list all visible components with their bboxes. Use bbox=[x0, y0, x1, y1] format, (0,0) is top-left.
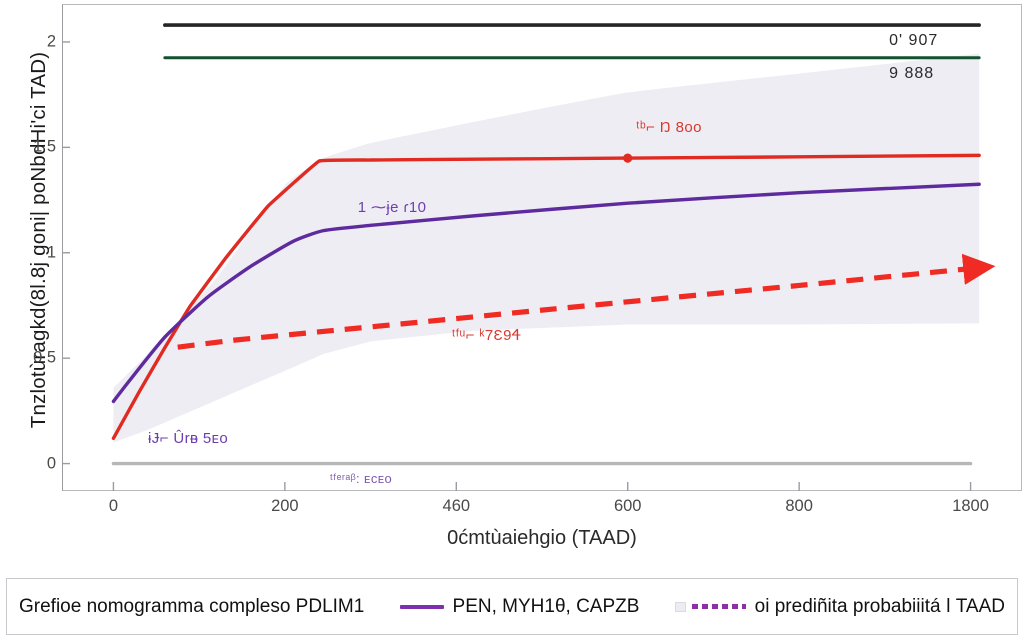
legend-item-predicted[interactable]: ᴏi prediñita probabiiitá ǀ TAAD bbox=[674, 595, 1005, 618]
x-axis-tick-labels: 0 200 460 600 800 1800 bbox=[0, 497, 1024, 527]
legend-title-label: Grefioe nomogramma compleso PDLIM1 bbox=[19, 595, 365, 617]
x-tick-label: 600 bbox=[613, 497, 642, 515]
plot-area bbox=[62, 4, 1022, 491]
legend-predicted-swatch-group bbox=[674, 601, 746, 612]
purple-origin-label: ɨɈ⌐ Ûrᴃ 5ᴇᴏ bbox=[148, 430, 229, 447]
legend-item-title[interactable]: Grefioe nomogramma compleso PDLIM1 bbox=[19, 596, 364, 618]
x-tick-label: 460 bbox=[442, 497, 471, 515]
series-value-label-purple-solid: 1 ⁓ɉe ɾ10 bbox=[357, 199, 427, 217]
y-axis-label: Tnzlotùragkd(8l.8j goni| poNbdHi'ci TAD) bbox=[27, 51, 50, 429]
y-tick-label: 1 5 bbox=[33, 137, 56, 156]
series-value-label-red-solid: ᵗᵇ⌐ Ŋ 8ᴏᴏ bbox=[636, 119, 702, 137]
legend-genes-label: PEN, MYH1θ, CAPZB bbox=[452, 595, 640, 617]
legend-band-swatch bbox=[674, 601, 686, 612]
x-axis-label: 0ćmtùaiehgio (TAAD) bbox=[447, 527, 637, 549]
x-tick-label: 0 bbox=[108, 497, 119, 515]
legend-item-genes[interactable]: PEN, MYH1θ, CAPZB bbox=[399, 595, 640, 618]
series-value-label-reference-green: 9 888 bbox=[889, 64, 935, 82]
y-axis: Tnzlotùragkd(8l.8j goni| poNbdHi'ci TAD)… bbox=[0, 0, 56, 639]
y-tick-label: 0 bbox=[46, 454, 56, 473]
x-tick-label: 200 bbox=[271, 497, 299, 515]
x-tick-label: 1800 bbox=[952, 497, 989, 515]
legend-purple-line-swatch bbox=[399, 604, 444, 609]
series-value-label-reference-black: 0' 907 bbox=[889, 31, 939, 49]
purple-axis-note: ᵗᶠᵉʳᵃᵝ: ᴇᴄᴇᴏ bbox=[330, 471, 393, 486]
chart-legend: Grefioe nomogramma compleso PDLIM1 PEN, … bbox=[6, 578, 1018, 635]
legend-predicted-label: ᴏi prediñita probabiiitá ǀ TAAD bbox=[754, 595, 1005, 617]
y-tick-label: 2 bbox=[46, 32, 56, 51]
x-tick-label: 800 bbox=[785, 497, 813, 515]
y-tick-label: 1 bbox=[46, 243, 56, 262]
legend-dotted-line-swatch bbox=[691, 604, 746, 609]
series-value-label-red-dashed: ᵗᶠᵘ⌐ ᵏ7Ɛ9Ꮞ bbox=[452, 327, 522, 345]
y-tick-label: 0 5 bbox=[33, 348, 56, 367]
